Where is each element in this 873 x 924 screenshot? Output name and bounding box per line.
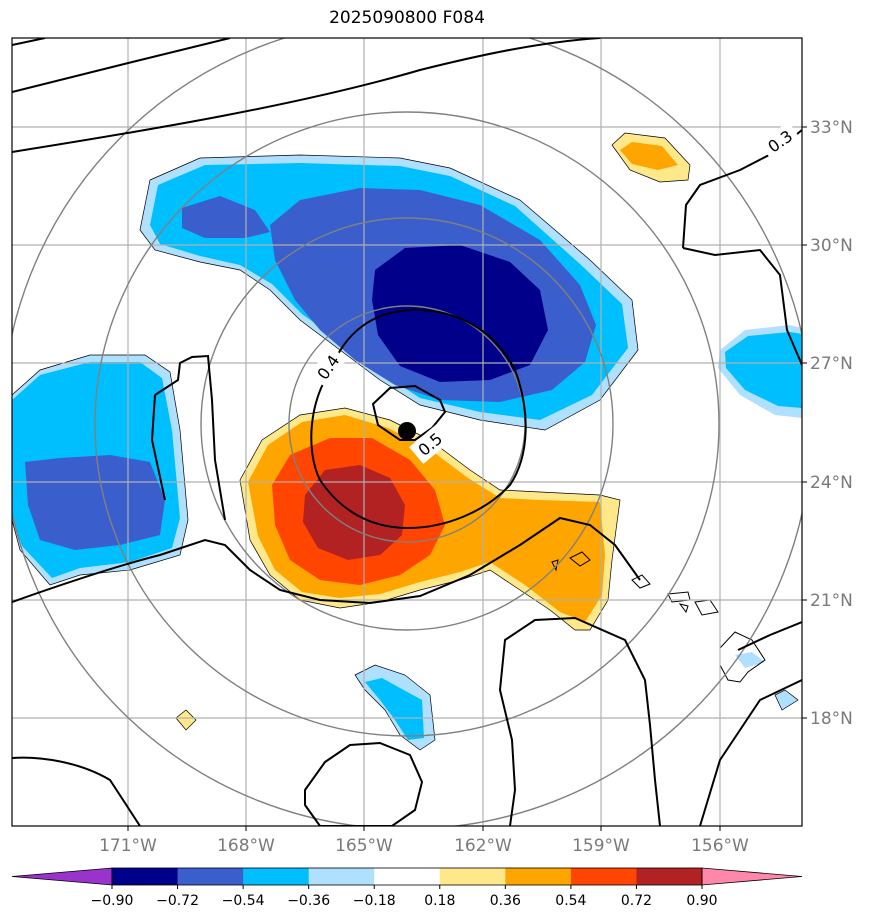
colorbar-tick-label: 0.36 xyxy=(490,893,521,909)
colorbar: −0.90 −0.72 −0.54 −0.36 −0.18 0.18 0.36 0.54 0.7… xyxy=(11,867,803,909)
positive-anomaly-small xyxy=(175,709,197,731)
contour-lines xyxy=(12,38,802,826)
positive-anomaly-northeast xyxy=(611,132,691,183)
colorbar-segment xyxy=(308,868,375,885)
colorbar-tick-label: −0.54 xyxy=(222,893,265,909)
colorbar-segment xyxy=(636,868,703,885)
colorbar-segment xyxy=(177,868,244,885)
latitude-labels: 33°N 30°N 27°N 24°N 21°N 18°N xyxy=(810,118,853,729)
negative-anomaly-north xyxy=(139,154,639,431)
colorbar-extend-high xyxy=(701,867,803,886)
negative-anomaly-island xyxy=(735,652,765,668)
colorbar-tick-label: 0.18 xyxy=(424,893,455,909)
colorbar-segment xyxy=(439,868,506,885)
positive-anomaly-main xyxy=(239,407,621,631)
map-plot-area: 0.3 0.4 0.5 xyxy=(12,38,802,826)
lat-label-27n: 27°N xyxy=(810,354,853,374)
storm-center-marker xyxy=(398,422,416,440)
colorbar-tick-label: −0.90 xyxy=(91,893,134,909)
colorbar-extend-low xyxy=(11,867,113,886)
plot-frame xyxy=(11,37,803,827)
longitude-labels: 171°W 168°W 165°W 162°W 159°W 156°W xyxy=(99,836,749,856)
negative-anomaly-south xyxy=(354,664,436,751)
colorbar-segment xyxy=(570,868,637,885)
colorbar-tick-label: 0.90 xyxy=(686,893,717,909)
colorbar-segment xyxy=(505,868,572,885)
colorbar-ticks: −0.90 −0.72 −0.54 −0.36 −0.18 0.18 0.36 0.54 0.7… xyxy=(91,885,718,909)
lat-label-21n: 21°N xyxy=(810,591,853,611)
lon-label-171w: 171°W xyxy=(99,836,157,856)
lon-label-162w: 162°W xyxy=(454,836,512,856)
negative-anomaly-west xyxy=(12,354,189,586)
colorbar-segments xyxy=(11,867,803,886)
gridlines xyxy=(12,38,802,826)
map-title: 2025090800 F084 xyxy=(329,8,485,28)
colorbar-tick-label: 0.72 xyxy=(621,893,652,909)
colorbar-tick-label: −0.36 xyxy=(287,893,330,909)
colorbar-segment xyxy=(243,868,310,885)
colorbar-tick-label: 0.54 xyxy=(555,893,586,909)
lon-label-165w: 165°W xyxy=(335,836,393,856)
lon-label-156w: 156°W xyxy=(691,836,749,856)
lat-label-18n: 18°N xyxy=(810,709,853,729)
negative-anomaly-small-east xyxy=(774,689,799,711)
colorbar-tick-label: −0.72 xyxy=(156,893,199,909)
colorbar-frame xyxy=(111,867,703,886)
colorbar-segment xyxy=(112,868,179,885)
negative-anomaly-east xyxy=(718,325,802,418)
lon-label-159w: 159°W xyxy=(572,836,630,856)
lon-label-168w: 168°W xyxy=(217,836,275,856)
tick-marks xyxy=(127,126,807,831)
colorbar-segment xyxy=(374,868,441,885)
lat-label-30n: 30°N xyxy=(810,236,853,256)
lat-label-33n: 33°N xyxy=(810,118,853,138)
lat-label-24n: 24°N xyxy=(810,473,853,493)
colorbar-tick-label: −0.18 xyxy=(353,893,396,909)
